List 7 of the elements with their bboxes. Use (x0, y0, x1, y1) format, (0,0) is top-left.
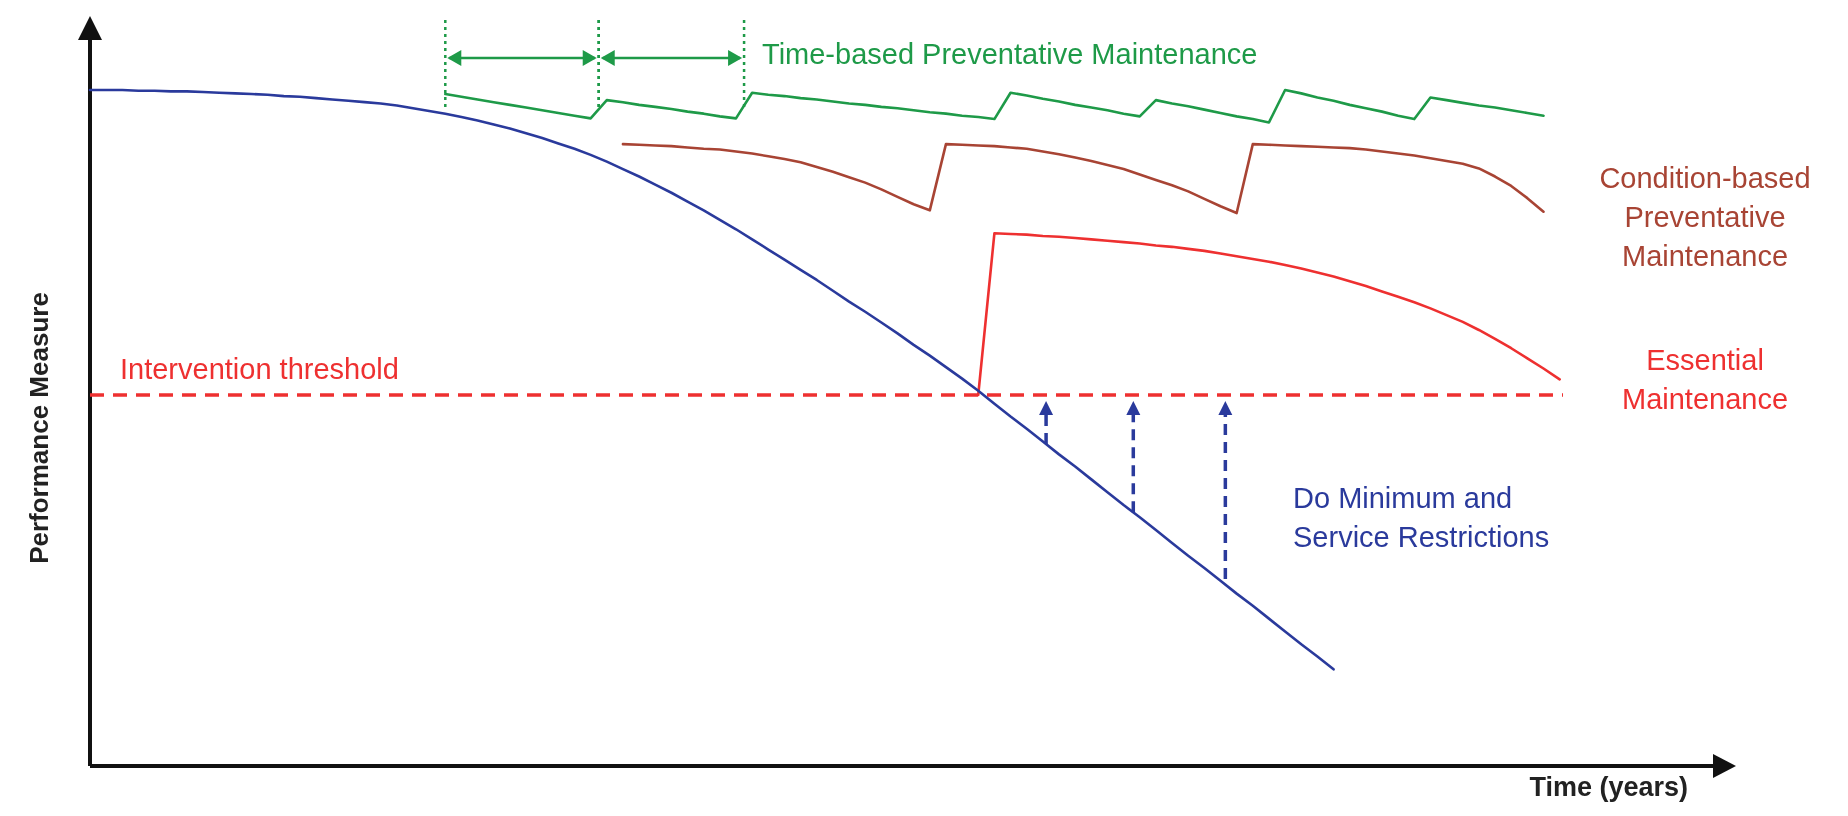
text: Do Minimum and Service Restrictions (1293, 482, 1550, 553)
y-axis-title: Performance Measure (24, 292, 54, 564)
text: Essential Maintenance (1621, 344, 1789, 415)
ref-line-label: Intervention threshold (120, 352, 399, 385)
x-axis-title: Time (years) (1529, 772, 1688, 802)
legend-label: Time-based Preventative Maintenance (762, 38, 1258, 70)
series-label: Condition-based Preventative Maintenance (1599, 162, 1811, 272)
